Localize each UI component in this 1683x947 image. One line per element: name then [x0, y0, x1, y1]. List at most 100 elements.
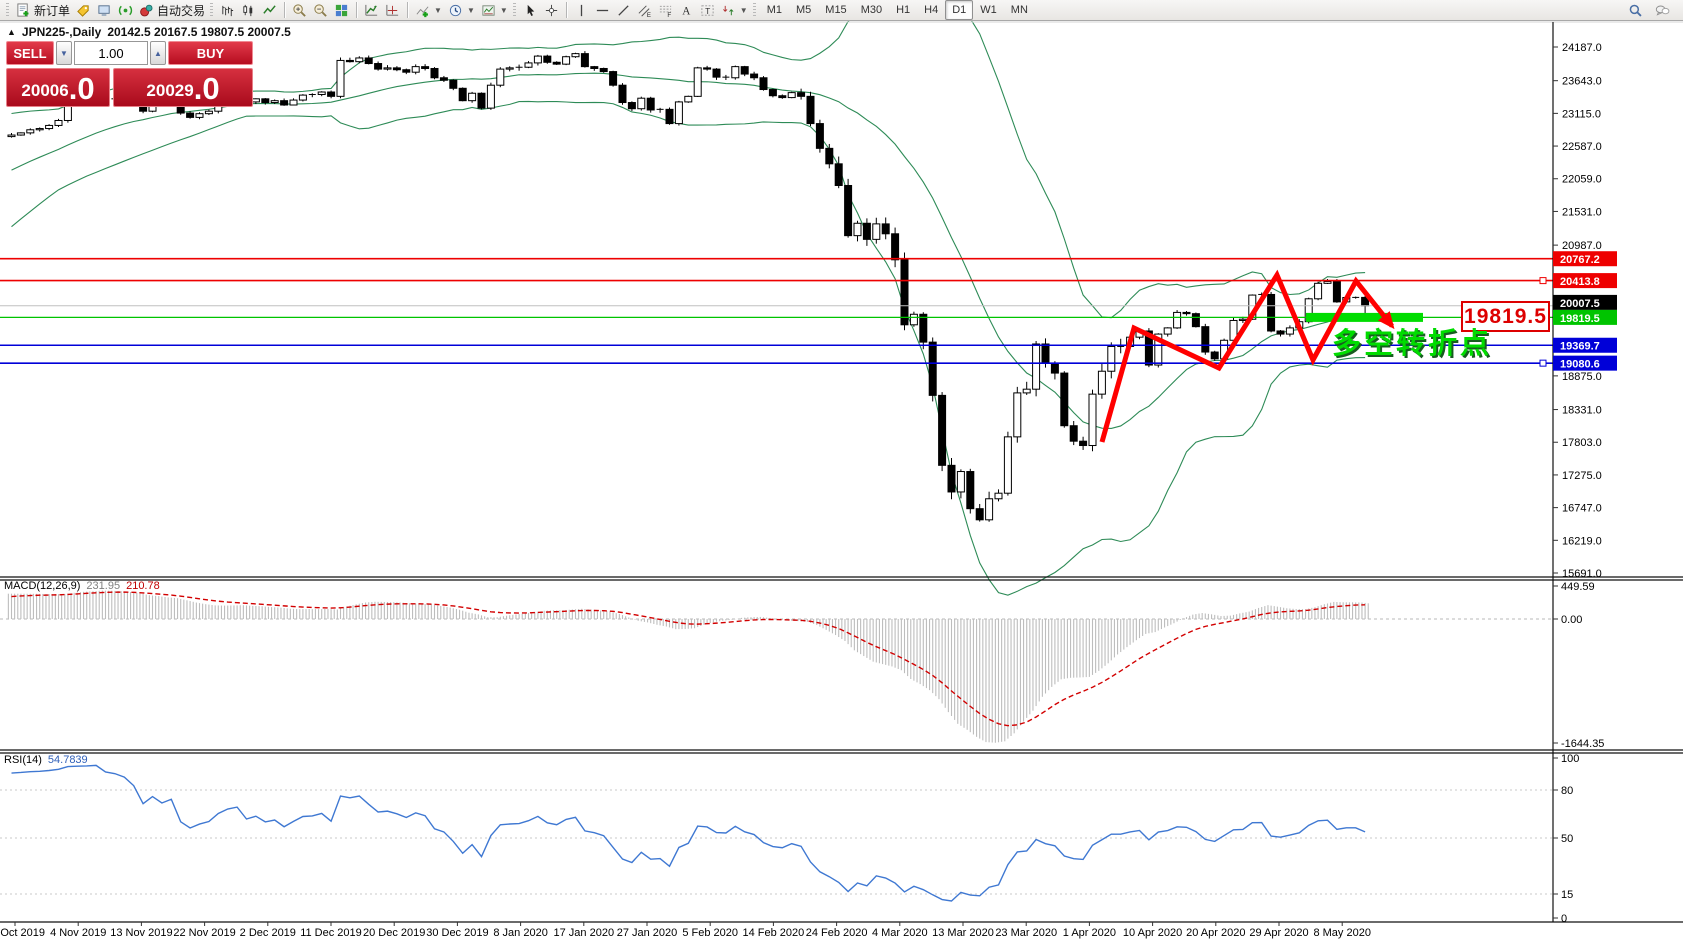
zoom-out-button[interactable] [310, 1, 331, 20]
indicator-axis: 449.59 0.00 -1644.35 100 80 50 15 0 [1553, 581, 1604, 925]
date-tick: 30 Dec 2019 [426, 927, 488, 939]
tf-button-M1[interactable]: M1 [766, 4, 782, 16]
indicator-button[interactable] [361, 1, 382, 20]
search-icon [1629, 4, 1642, 17]
tiles-button[interactable] [331, 1, 352, 20]
template-button[interactable]: ▼ [478, 1, 511, 20]
buy-price[interactable]: 20029.0 [113, 68, 253, 107]
date-tick: 4 Mar 2020 [872, 927, 928, 939]
candle-body [797, 92, 806, 97]
candle-body [571, 53, 580, 58]
linechart-button[interactable] [259, 1, 280, 20]
candle-body [900, 259, 909, 326]
monitor-icon [98, 4, 110, 16]
candle-body [26, 129, 35, 134]
price-axis[interactable]: 24187.0 23643.0 23115.0 22587.0 22059.0 21531… [1553, 42, 1617, 580]
tf-button-W1[interactable]: W1 [980, 4, 997, 16]
hline-handle[interactable] [1539, 277, 1547, 285]
trendline-button[interactable] [613, 1, 634, 20]
candle-body [195, 113, 204, 118]
tag-button[interactable] [73, 1, 94, 20]
date-tick: 13 Mar 2020 [932, 927, 994, 939]
tf-button-M5[interactable]: M5 [796, 4, 812, 16]
candle-body [552, 61, 561, 65]
period-button[interactable] [382, 1, 403, 20]
arrows-button[interactable]: ▼ [718, 1, 751, 20]
candle-body [684, 95, 693, 103]
candle-body [1276, 330, 1285, 335]
toolbar-grip [752, 2, 756, 18]
turning-point-annotation[interactable]: 多空转折点 [1332, 328, 1493, 360]
volume-input[interactable] [74, 41, 148, 65]
add-indicator-button[interactable]: ▼ [412, 1, 445, 20]
hline-handle[interactable] [1539, 359, 1547, 367]
candle-body [740, 66, 749, 75]
bars-button[interactable] [217, 1, 238, 20]
svg-text:20007.5: 20007.5 [1560, 298, 1600, 310]
vline-button[interactable] [571, 1, 592, 20]
rsi-value: 54.7839 [47, 754, 88, 766]
collapse-icon[interactable]: ▲ [7, 27, 16, 37]
tf-button-M30[interactable]: M30 [860, 4, 883, 16]
candle-body [872, 223, 881, 240]
ohlc-values: 20142.5 20167.5 19807.5 20007.5 [107, 25, 291, 39]
signal-button[interactable] [115, 1, 136, 20]
buy-button[interactable]: BUY [168, 41, 253, 65]
new-order-button[interactable]: 新订单 [13, 1, 73, 20]
zoom-in-button[interactable] [289, 1, 310, 20]
candles-button[interactable] [238, 1, 259, 20]
candle-body [543, 55, 552, 63]
monitor-button[interactable] [94, 1, 115, 20]
candles-icon [243, 4, 253, 16]
tf-button-M15[interactable]: M15 [825, 4, 847, 16]
candle-body [261, 98, 270, 104]
candle-body [590, 66, 599, 69]
candle-body [1097, 370, 1106, 395]
autotrade-button[interactable]: 自动交易 [136, 1, 208, 20]
tf-button-MN[interactable]: MN [1010, 4, 1028, 16]
signal-icon [118, 5, 133, 15]
autotrade-icon [140, 4, 153, 16]
volume-down-button[interactable]: ▼ [56, 41, 72, 65]
cursor-button[interactable] [520, 1, 541, 20]
candle-body [1238, 318, 1247, 321]
support-bar-group[interactable] [1306, 312, 1423, 322]
svg-text:A: A [682, 5, 691, 17]
tf-button-H4[interactable]: H4 [924, 4, 939, 16]
crosshair-button[interactable] [541, 1, 562, 20]
price-tick: 21531.0 [1562, 206, 1602, 218]
support-bar[interactable] [1306, 312, 1423, 322]
tf-button-D1[interactable]: D1 [945, 0, 974, 20]
candle-body [45, 124, 54, 130]
date-tick: 5 Feb 2020 [682, 927, 738, 939]
zigzag-annotation[interactable] [1099, 269, 1395, 443]
channel-button[interactable]: E [634, 1, 655, 20]
candle-body [1013, 392, 1022, 438]
candle-body [825, 147, 834, 165]
candle-body [1332, 280, 1341, 303]
sell-button[interactable]: SELL [6, 41, 54, 65]
search-button[interactable] [1625, 1, 1646, 20]
sell-price[interactable]: 20006.0 [6, 68, 110, 107]
price-tick: 22587.0 [1562, 141, 1602, 153]
chat-button[interactable] [1652, 1, 1673, 20]
candle-body [956, 471, 965, 493]
date-tick: 13 Nov 2019 [110, 927, 172, 939]
level-lines[interactable] [0, 257, 1553, 367]
volume-up-button[interactable]: ▲ [150, 41, 166, 65]
tf-button-H1[interactable]: H1 [896, 4, 911, 16]
clock-button[interactable]: ▼ [445, 1, 478, 20]
candle-body [609, 71, 618, 86]
hline-button[interactable] [592, 1, 613, 20]
candle-body [1163, 327, 1172, 335]
candlesticks [7, 51, 1370, 522]
candle-body [458, 87, 467, 102]
date-tick: 22 Nov 2019 [173, 927, 235, 939]
text-button[interactable]: A [676, 1, 697, 20]
one-click-trade-panel: SELL ▼ ▲ BUY 20006.0 20029.0 [6, 41, 253, 107]
support-price-callout[interactable]: 19819.5 [1461, 301, 1550, 332]
candle-body [421, 66, 430, 69]
fibo-button[interactable]: F [655, 1, 676, 20]
label-button[interactable]: T [697, 1, 718, 20]
